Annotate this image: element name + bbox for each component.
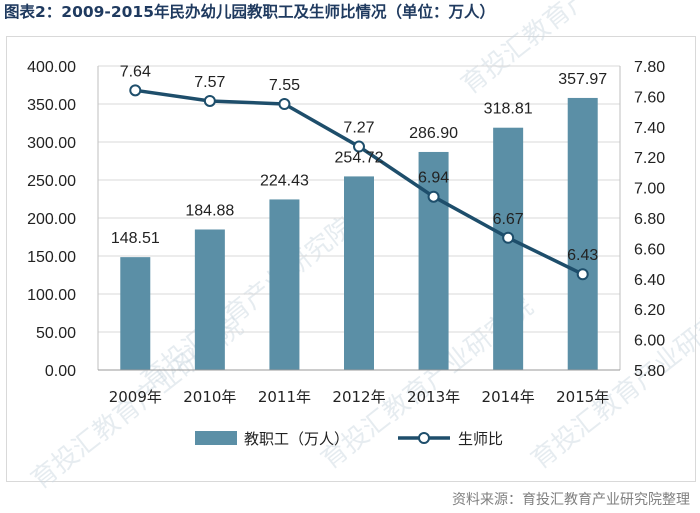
bar xyxy=(194,229,225,370)
x-tick-label: 2013年 xyxy=(407,388,460,406)
label-layer: 148.51 184.88 224.43 254.72 286.90 318.81 357.… xyxy=(111,63,607,264)
line-layer xyxy=(129,84,589,281)
y-left-tick-label: 200.00 xyxy=(27,211,76,228)
ratio-data-label: 7.64 xyxy=(120,63,151,80)
axis-layer: 0.00 50.00 100.00 150.00 200.00 250.00 300.00 3… xyxy=(27,59,665,406)
y-right-tick-label: 7.20 xyxy=(634,150,665,167)
ratio-marker xyxy=(576,268,589,281)
x-tick-label: 2011年 xyxy=(258,388,311,406)
legend-swatch-bar xyxy=(195,431,237,445)
bar xyxy=(120,257,151,370)
y-right-tick-label: 7.80 xyxy=(634,59,665,76)
legend-label-line: 生师比 xyxy=(458,430,503,448)
legend-swatch-marker xyxy=(418,432,430,444)
x-tick-label: 2015年 xyxy=(556,388,609,406)
y-left-tick-label: 50.00 xyxy=(36,325,76,342)
bar xyxy=(493,127,524,370)
y-right-tick-label: 6.40 xyxy=(634,272,665,289)
ratio-marker xyxy=(427,190,440,203)
y-right-tick-label: 7.60 xyxy=(634,89,665,106)
watermark-text: 育投汇教育产业研究院 xyxy=(526,292,700,476)
ratio-data-label: 6.67 xyxy=(493,211,524,228)
bar xyxy=(344,176,374,370)
x-tick-label: 2010年 xyxy=(183,388,236,406)
source-note: 资料来源：育投汇教育产业研究院整理 xyxy=(452,492,690,508)
y-right-tick-label: 6.20 xyxy=(634,302,665,319)
bar-data-label: 318.81 xyxy=(484,101,533,118)
y-right-tick-label: 6.00 xyxy=(634,333,665,350)
x-tick-label: 2014年 xyxy=(482,388,535,406)
ratio-data-label: 6.94 xyxy=(418,170,449,187)
ratio-data-label: 7.57 xyxy=(194,74,225,91)
ratio-marker xyxy=(353,140,365,153)
ratio-data-label: 6.43 xyxy=(567,247,598,264)
y-left-tick-label: 250.00 xyxy=(27,173,76,190)
y-right-tick-label: 7.00 xyxy=(634,181,665,198)
bar-data-label: 357.97 xyxy=(558,71,607,88)
bar-data-label: 224.43 xyxy=(260,172,309,189)
y-left-tick-label: 0.00 xyxy=(45,363,76,380)
bar xyxy=(269,199,300,370)
y-right-tick-label: 7.40 xyxy=(634,120,665,137)
y-right-tick-label: 6.60 xyxy=(634,241,665,258)
bar-data-label: 286.90 xyxy=(409,125,458,142)
x-tick-label: 2009年 xyxy=(109,388,162,406)
ratio-marker xyxy=(502,231,515,244)
bar-data-label: 148.51 xyxy=(111,230,160,247)
bar xyxy=(567,97,598,370)
ratio-marker xyxy=(203,94,216,107)
page-title: 图表2：2009-2015年民办幼儿园教职工及生师比情况（单位：万人） xyxy=(4,3,495,21)
y-left-tick-label: 400.00 xyxy=(27,59,76,76)
ratio-data-label: 7.27 xyxy=(343,120,374,137)
y-left-tick-label: 150.00 xyxy=(27,249,76,266)
bar-data-label: 184.88 xyxy=(185,202,234,219)
chart-frame xyxy=(6,36,696,482)
x-tick-label: 2012年 xyxy=(332,388,385,406)
y-right-tick-label: 5.80 xyxy=(634,363,665,380)
ratio-marker xyxy=(129,84,142,97)
y-left-tick-label: 100.00 xyxy=(27,287,76,304)
bar-data-label: 254.72 xyxy=(335,149,384,166)
y-left-tick-label: 350.00 xyxy=(27,97,76,114)
legend-label-bar: 教职工（万人） xyxy=(244,430,349,448)
ratio-data-label: 7.55 xyxy=(269,77,300,94)
y-right-tick-label: 6.80 xyxy=(634,211,665,228)
ratio-marker xyxy=(278,98,291,110)
y-left-tick-label: 300.00 xyxy=(27,135,76,152)
legend-layer: 教职工（万人） 生师比 xyxy=(195,430,503,448)
bar-layer xyxy=(120,97,598,370)
